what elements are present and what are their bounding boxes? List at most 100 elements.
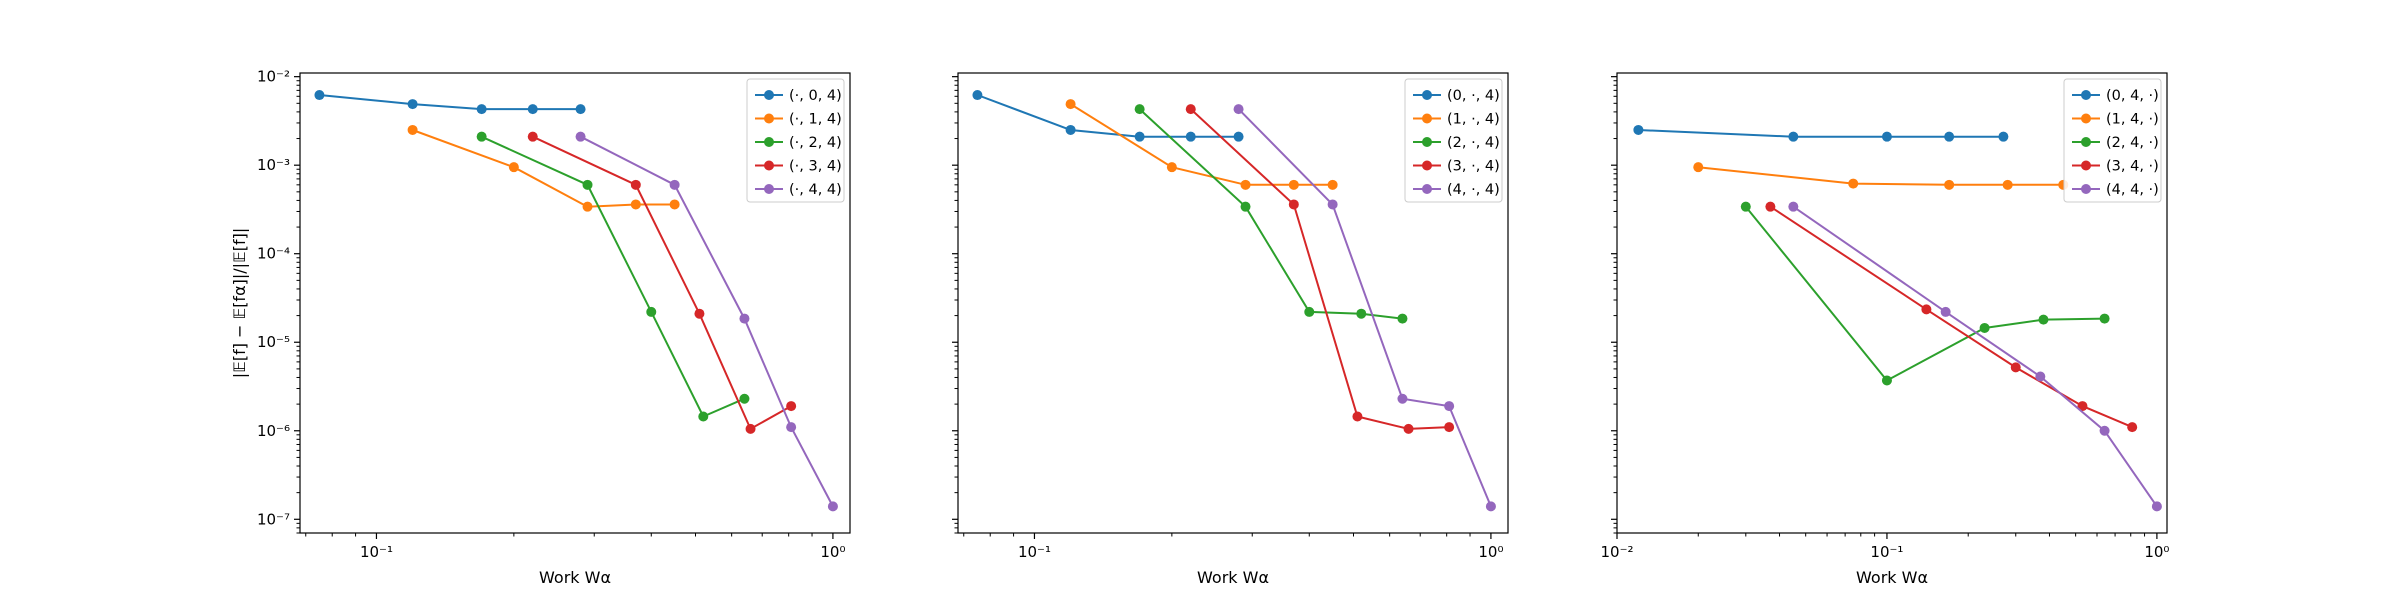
legend: (0, ·, 4) (1, ·, 4) (2, ·, 4) (3, ·, 4) (4, …: [1404, 78, 1503, 203]
legend: (·, 0, 4) (·, 1, 4) (·, 2, 4) (·, 3, 4) (·, …: [746, 78, 845, 203]
data-point: [527, 104, 538, 115]
series-1: [1633, 124, 2009, 142]
series-line: [319, 94, 581, 111]
data-point: [2077, 401, 2088, 412]
series-4: [1765, 201, 2138, 433]
series-line: [481, 135, 745, 418]
data-point: [827, 501, 838, 512]
legend-box: [2063, 78, 2162, 203]
legend-marker: [1422, 184, 1432, 194]
data-point: [1065, 99, 1076, 110]
data-point: [1740, 201, 1751, 212]
legend-marker: [2081, 113, 2091, 124]
data-point: [1403, 423, 1414, 434]
series-2: [1065, 99, 1338, 190]
data-point: [575, 104, 586, 115]
data-point: [1327, 179, 1338, 190]
data-point: [476, 131, 487, 142]
y-tick-label: 10⁻³: [257, 156, 290, 174]
data-point: [1921, 304, 1932, 315]
legend-item: (·, 1, 4): [755, 112, 842, 128]
x-axis-label: Work Wα: [539, 568, 611, 587]
data-point: [2002, 179, 2013, 190]
data-point: [1185, 104, 1196, 115]
x-axis-label: Work Wα: [1197, 568, 1269, 587]
data-point: [1233, 104, 1244, 115]
data-point: [1304, 306, 1315, 317]
data-point: [407, 99, 418, 110]
legend-marker: [1422, 113, 1432, 124]
legend-item: (3, ·, 4): [1413, 159, 1500, 175]
data-point: [786, 401, 797, 412]
legend-label: (1, ·, 4): [1447, 112, 1500, 128]
chart-panel-3: 10⁻² 10⁻¹ 10⁰ Work Wα (0, 4, ·) (1, 4, ·) (2, …: [1600, 72, 2169, 587]
legend-marker: [1422, 160, 1432, 171]
data-point: [575, 131, 586, 142]
legend-item: (3, 4, ·): [2072, 159, 2159, 175]
legend-marker: [2081, 160, 2091, 171]
data-point: [1397, 393, 1408, 404]
data-point: [1485, 501, 1496, 512]
y-tick-label: 10⁻⁶: [257, 422, 290, 440]
data-point: [669, 199, 680, 210]
data-point: [2099, 425, 2110, 436]
series-3: [1134, 104, 1408, 324]
data-point: [2099, 313, 2110, 324]
data-point: [1633, 124, 1644, 135]
series-line: [1070, 103, 1333, 186]
data-point: [2127, 422, 2138, 433]
x-tick-label: 10⁻²: [1600, 543, 1633, 561]
data-point: [669, 179, 680, 190]
y-tick-label: 10⁻⁷: [257, 510, 290, 528]
legend-marker: [764, 137, 774, 147]
legend-item: (2, ·, 4): [1413, 135, 1500, 151]
data-point: [1788, 201, 1799, 212]
data-point: [1444, 401, 1455, 412]
legend-box: [1404, 78, 1503, 203]
series-line: [1745, 206, 2105, 382]
legend-label: (·, 4, 4): [789, 182, 842, 198]
data-point: [314, 90, 325, 101]
data-point: [1944, 131, 1955, 142]
legend-label: (2, ·, 4): [1447, 135, 1500, 151]
series-4: [527, 131, 797, 434]
legend-item: (0, ·, 4): [1413, 88, 1500, 104]
data-point: [1327, 199, 1338, 210]
data-point: [1788, 131, 1799, 142]
data-point: [1240, 179, 1251, 190]
legend-marker: [1422, 90, 1432, 100]
x-tick-label: 10⁻¹: [360, 543, 393, 561]
data-point: [1881, 375, 1892, 386]
legend-label: (0, 4, ·): [2106, 88, 2159, 104]
y-tick-label: 10⁻⁵: [257, 333, 290, 351]
legend-item: (·, 2, 4): [755, 135, 842, 151]
data-point: [630, 179, 641, 190]
series-5: [1788, 201, 2162, 512]
data-point: [1166, 162, 1177, 173]
data-point: [1444, 422, 1455, 433]
legend-marker: [764, 160, 774, 171]
legend-label: (1, 4, ·): [2106, 112, 2159, 128]
data-point: [1233, 131, 1244, 142]
data-point: [1979, 322, 1990, 333]
data-point: [972, 90, 983, 101]
legend-marker: [764, 90, 774, 100]
series-1: [972, 90, 1244, 142]
legend-label: (2, 4, ·): [2106, 135, 2159, 151]
legend-item: (0, 4, ·): [2072, 88, 2159, 104]
data-point: [582, 179, 593, 190]
data-point: [1944, 179, 1955, 190]
legend-label: (·, 3, 4): [789, 159, 842, 175]
series-4: [1185, 104, 1455, 434]
data-point: [630, 199, 641, 210]
legend-marker: [764, 184, 774, 194]
data-point: [1765, 201, 1776, 212]
legend-label: (·, 2, 4): [789, 135, 842, 151]
legend-item: (·, 3, 4): [755, 159, 842, 175]
legend-marker: [764, 113, 774, 124]
legend-item: (4, 4, ·): [2072, 182, 2159, 198]
data-point: [1065, 124, 1076, 135]
data-point: [1881, 131, 1892, 142]
legend-label: (4, ·, 4): [1447, 182, 1500, 198]
